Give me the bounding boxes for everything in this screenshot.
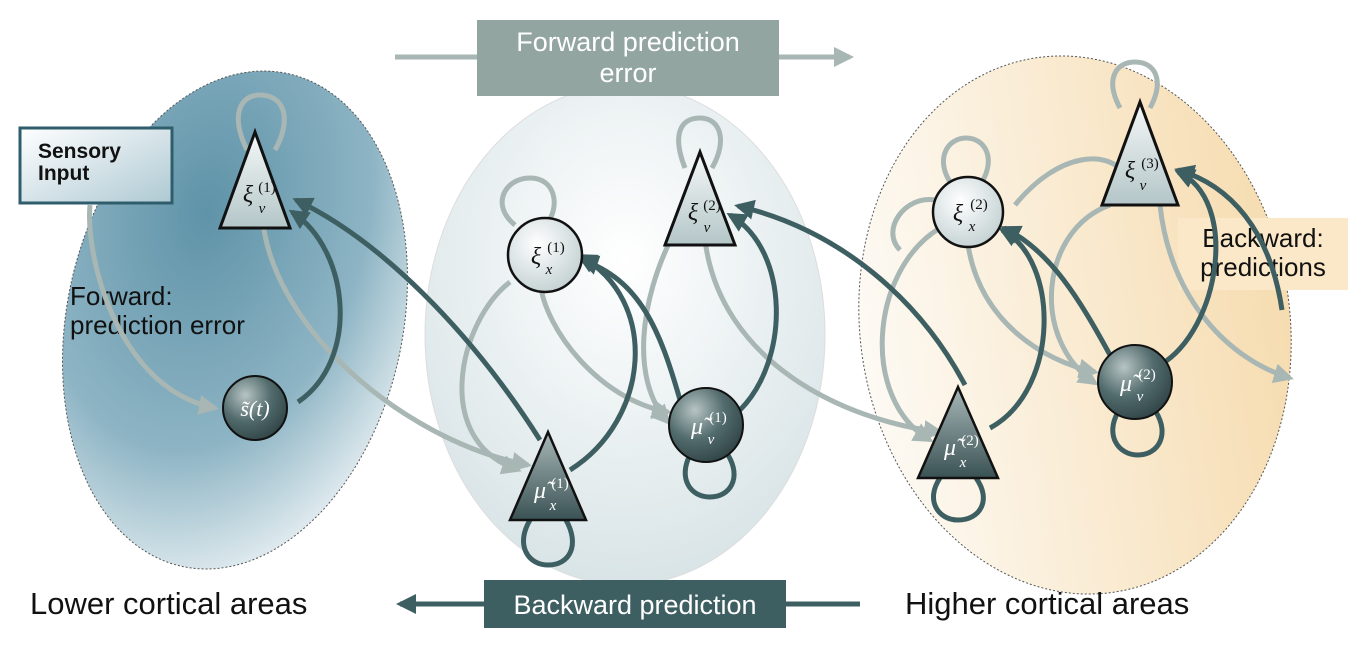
mu-v2-self-loop xyxy=(1110,410,1165,458)
mu-x1-to-xi-v1 xyxy=(292,197,543,442)
mu-v2-to-xi-x2 xyxy=(1000,225,1113,357)
higher-area-region xyxy=(858,55,1292,595)
mu-x2-to-xi-v2 xyxy=(734,199,968,387)
sensory-input-line1: Sensory xyxy=(38,140,121,163)
lower-cortical-label: Lower cortical areas xyxy=(30,586,307,621)
sensory-input-line2: Input xyxy=(38,162,89,185)
mu-v2-sup: (2) xyxy=(1138,367,1156,383)
xi-v1-self-loop xyxy=(235,92,287,152)
xi-v1-sub: v xyxy=(259,201,266,217)
xi-v2-sub: v xyxy=(704,220,711,236)
mu-v1-sup: (1) xyxy=(709,410,727,426)
xi-v2-to-mu-v1 xyxy=(641,233,676,425)
node-xi-v2: ξ (2) v xyxy=(662,147,738,247)
xi-x2-sub: x xyxy=(968,219,976,235)
backward-prediction-connections xyxy=(288,164,1285,568)
mu-x2-sup: (2) xyxy=(961,433,979,449)
mu-x1-sup: (1) xyxy=(551,476,569,492)
xi-x1-to-mu-x1 xyxy=(459,280,522,475)
mu-x1-sub: x xyxy=(549,498,557,514)
xi-x2-self-loop xyxy=(940,135,991,184)
mu-x2-to-xi-x2 xyxy=(988,227,1047,431)
s-t-symbol: s̃(t) xyxy=(240,396,269,421)
s-to-xi-v1 xyxy=(288,209,343,405)
xi-v2-sup: (2) xyxy=(703,198,721,214)
mu-v2-to-xi-v3 xyxy=(1158,169,1219,368)
mu-x2-sub: x xyxy=(959,455,967,471)
incoming-prediction-to-xi-v3 xyxy=(1174,164,1285,311)
xi-x1-to-mu-v1 xyxy=(537,281,672,420)
xi-x1-sub: x xyxy=(545,262,553,278)
xi-v2-symbol: ξ xyxy=(688,200,699,226)
xi-x1-symbol: ξ xyxy=(531,244,542,270)
mu-v1-to-xi-v2 xyxy=(726,212,779,412)
mu-v1-self-loop xyxy=(682,453,737,500)
mu-x1-to-xi-x1 xyxy=(568,253,638,473)
xi-v3-sub: v xyxy=(1140,178,1147,194)
node-xi-v1: ξ (1) v xyxy=(217,127,293,230)
backward-predictions-box xyxy=(1178,218,1348,290)
backward-label-line2: predictions xyxy=(1200,252,1326,282)
mu-v1-sub: v xyxy=(708,432,715,448)
xi-v1-to-mu-x1 xyxy=(259,204,532,472)
sensory-to-s-arrow xyxy=(87,204,219,415)
forward-banner-line1: Forward prediction xyxy=(516,27,740,57)
xi-v3-self-loop xyxy=(1110,59,1160,110)
node-mu-x1: μ̃ (1) x xyxy=(508,428,588,522)
forward-label-line2: prediction error xyxy=(70,310,245,340)
xi-x2-to-mu-x2 xyxy=(879,225,942,443)
mu-v2-sub: v xyxy=(1137,389,1144,405)
backward-prediction-banner xyxy=(484,580,786,628)
node-s-t: s̃(t) xyxy=(222,375,288,441)
xi-v2-to-mu-x2 xyxy=(702,239,944,441)
mu-x1-self-loop xyxy=(521,518,575,568)
forward-error-connections xyxy=(87,59,1294,475)
xi-x1-sup: (1) xyxy=(547,240,565,256)
xi-x2-sup: (2) xyxy=(970,197,988,213)
node-mu-v2: μ̃ (2) v xyxy=(1097,344,1173,420)
middle-area-region xyxy=(424,84,826,586)
xi-v3-outgoing xyxy=(1157,204,1294,383)
forward-prediction-banner xyxy=(477,20,779,96)
xi-x2-symbol: ξ xyxy=(953,201,964,227)
xi-v2-self-loop xyxy=(676,115,723,170)
node-mu-v1: μ̃ (1) v xyxy=(668,387,744,463)
higher-area-curve-2 xyxy=(890,197,936,252)
forward-label-line1: Forward: xyxy=(70,281,173,311)
backward-banner-text: Backward prediction xyxy=(513,590,756,620)
sensory-input-box xyxy=(18,126,174,205)
mu-x2-self-loop xyxy=(931,476,986,523)
node-xi-v3: ξ (3) v xyxy=(1099,97,1181,207)
mu-v1-to-xi-x1 xyxy=(578,255,683,401)
xi-x1-self-loop xyxy=(499,175,557,227)
node-mu-x2: μ̃ (2) x xyxy=(916,383,1000,480)
xi-v3-sup: (3) xyxy=(1141,156,1159,172)
xi-v3-to-mu-v2 xyxy=(1048,202,1111,386)
forward-banner-line2: error xyxy=(599,58,656,88)
higher-cortical-label: Higher cortical areas xyxy=(905,586,1189,621)
xi-v1-sup: (1) xyxy=(258,180,276,196)
node-xi-x2: ξ (2) x xyxy=(931,175,1005,249)
xi-v3-symbol: ξ xyxy=(1125,158,1136,184)
node-xi-x1: ξ (1) x xyxy=(506,216,584,294)
xi-v1-symbol: ξ xyxy=(243,182,254,208)
